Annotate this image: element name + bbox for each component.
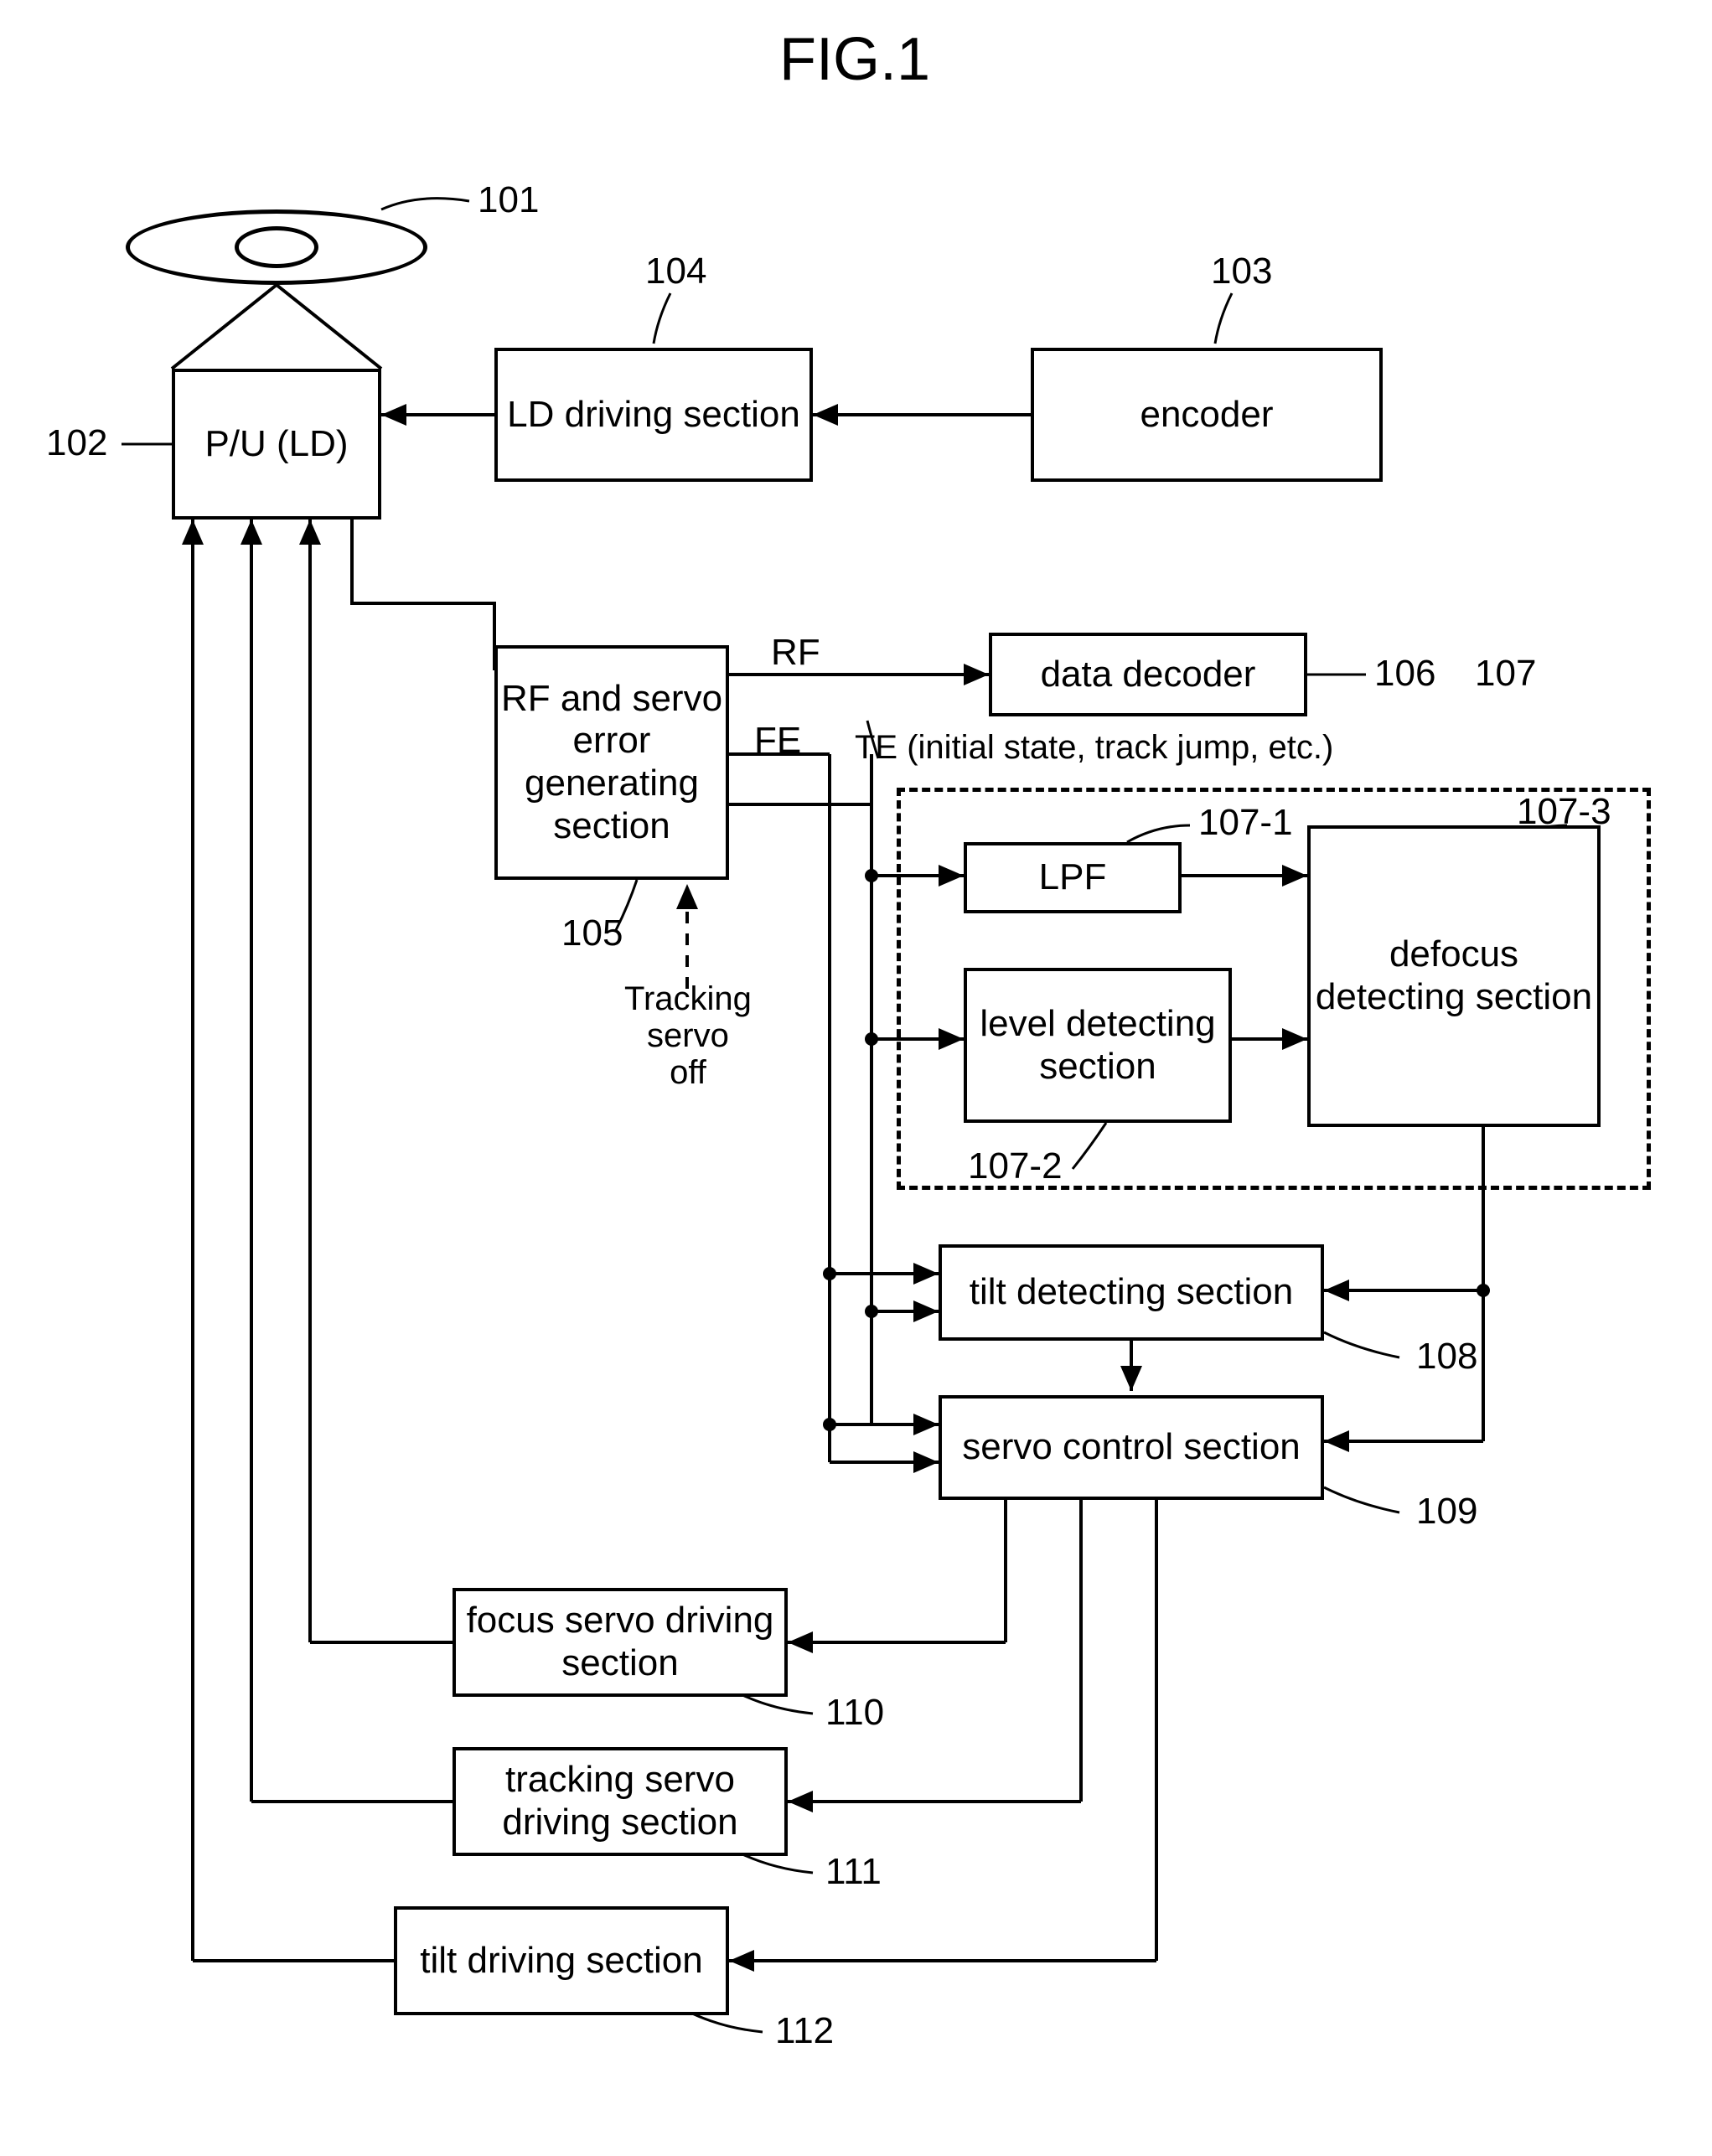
ref-110: 110 [825,1693,884,1733]
ref-112: 112 [775,2011,834,2051]
servo-control-box: servo control section [939,1395,1324,1500]
tilt-driving-box: tilt driving section [394,1906,729,2015]
ref-111: 111 [825,1852,882,1892]
ref-101: 101 [478,180,539,220]
ref-108: 108 [1416,1337,1477,1377]
data-decoder-box: data decoder [989,633,1307,716]
ref-109: 109 [1416,1492,1477,1532]
ld-driving-box: LD driving section [494,348,813,482]
lpf-box: LPF [964,842,1182,913]
defocus-detecting-box: defocus detecting section [1307,825,1601,1127]
level-detecting-box: level detecting section [964,968,1232,1123]
signal-tracking-off: Tracking servo off [624,980,752,1091]
ref-107-1: 107-1 [1198,803,1293,843]
encoder-box: encoder [1031,348,1383,482]
ref-107-2: 107-2 [968,1146,1063,1187]
signal-rf: RF [771,633,820,673]
ref-104: 104 [645,251,706,292]
ref-106: 106 [1374,654,1435,694]
ref-107: 107 [1475,654,1536,694]
signal-fe: FE [754,721,801,761]
ref-105: 105 [561,913,623,954]
tilt-detecting-box: tilt detecting section [939,1244,1324,1341]
rf-servo-box: RF and servo error generating section [494,645,729,880]
tracking-servo-box: tracking servo driving section [453,1747,788,1856]
signal-te: TE (initial state, track jump, etc.) [855,729,1333,766]
ref-107-3: 107-3 [1517,792,1611,832]
ref-102: 102 [46,423,107,463]
ref-103: 103 [1211,251,1272,292]
focus-servo-box: focus servo driving section [453,1588,788,1697]
diagram-canvas: FIG.1 P/U (LD) [0,0,1712,2156]
